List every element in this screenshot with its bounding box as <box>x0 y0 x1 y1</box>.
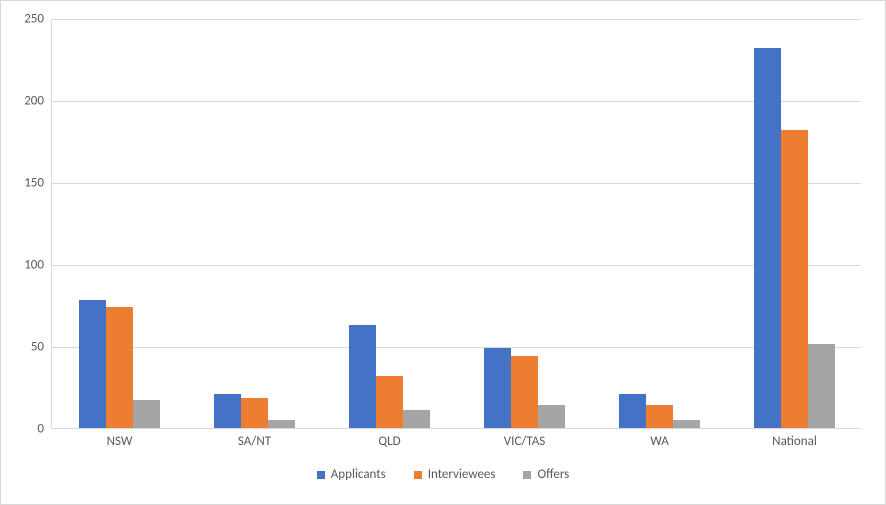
bar <box>673 420 700 428</box>
bar <box>349 325 376 428</box>
gridline <box>52 183 861 184</box>
x-axis-label: QLD <box>378 434 400 449</box>
gridline <box>52 265 861 266</box>
y-axis-label: 50 <box>31 340 44 355</box>
gridline <box>52 19 861 20</box>
legend: Applicants Interviewees Offers <box>1 467 885 482</box>
bar-chart: 0 50 100 150 200 250 NSW SA/NT QLD VIC/TAS WA Natio… <box>0 0 886 505</box>
bar <box>484 348 511 428</box>
gridline <box>52 347 861 348</box>
legend-swatch <box>317 471 325 479</box>
legend-item: Applicants <box>317 467 386 482</box>
bar <box>214 394 241 428</box>
y-axis-label: 250 <box>24 12 44 27</box>
legend-swatch <box>414 471 422 479</box>
x-axis-label: WA <box>650 434 669 449</box>
legend-item: Offers <box>523 467 569 482</box>
y-axis-label: 200 <box>24 94 44 109</box>
bar <box>646 405 673 428</box>
legend-label: Interviewees <box>428 467 496 482</box>
x-axis-label: NSW <box>107 434 133 449</box>
x-axis-label: National <box>772 434 817 449</box>
bar <box>619 394 646 428</box>
bar <box>781 130 808 428</box>
bar <box>133 400 160 428</box>
legend-swatch <box>523 471 531 479</box>
bar <box>538 405 565 428</box>
gridline <box>52 101 861 102</box>
bar <box>79 300 106 428</box>
y-axis-label: 0 <box>37 422 44 437</box>
bar <box>511 356 538 428</box>
bar <box>403 410 430 428</box>
bar <box>754 48 781 428</box>
legend-item: Interviewees <box>414 467 496 482</box>
bar <box>268 420 295 428</box>
bar <box>241 398 268 428</box>
legend-label: Offers <box>537 467 569 482</box>
bar <box>808 344 835 428</box>
y-axis-label: 150 <box>24 176 44 191</box>
x-axis-label: SA/NT <box>238 434 271 449</box>
bar <box>106 307 133 428</box>
x-axis-label: VIC/TAS <box>504 434 545 449</box>
y-axis-label: 100 <box>24 258 44 273</box>
plot-area: 050100150200250NSWSA/NTQLDVIC/TASWANatio… <box>51 19 861 429</box>
bar <box>376 376 403 428</box>
legend-label: Applicants <box>331 467 386 482</box>
